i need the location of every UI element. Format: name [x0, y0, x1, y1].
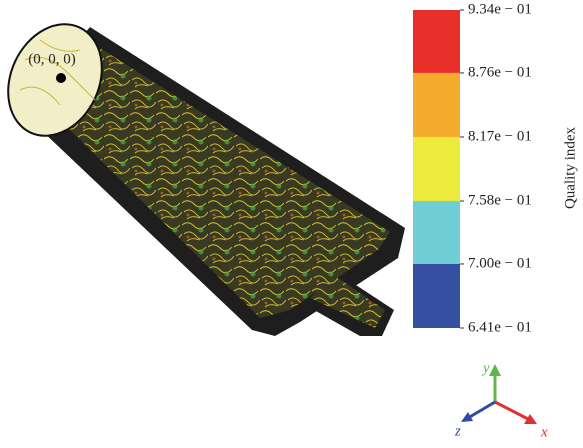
tick-label: 8.17e − 01: [468, 128, 532, 144]
y-axis-label: y: [481, 360, 490, 376]
color-band: [413, 137, 460, 201]
tick-label: 8.76e − 01: [468, 64, 532, 80]
tick-label: 7.00e − 01: [468, 255, 532, 271]
tick-label: 7.58e − 01: [468, 192, 532, 208]
colorbar: 9.34e − 01 8.76e − 01 8.17e − 01 7.58e − 01…: [413, 1, 532, 335]
colorbar-title: Quality index: [562, 126, 578, 209]
color-band: [413, 264, 460, 328]
tick-label: 6.41e − 01: [468, 319, 532, 335]
z-axis-label: z: [454, 423, 461, 439]
page: (0, 0, 0) 9.34e − 01 8.76e − 01 8.17e − 01…: [0, 0, 583, 443]
axis-triad: [461, 364, 537, 424]
figure: (0, 0, 0) 9.34e − 01 8.76e − 01 8.17e − 01…: [0, 0, 583, 443]
origin-label: (0, 0, 0): [28, 51, 76, 67]
tick-label: 9.34e − 01: [468, 1, 532, 17]
color-band: [413, 73, 460, 137]
color-band: [413, 201, 460, 264]
color-band: [413, 10, 460, 73]
x-axis-label: x: [540, 424, 548, 440]
